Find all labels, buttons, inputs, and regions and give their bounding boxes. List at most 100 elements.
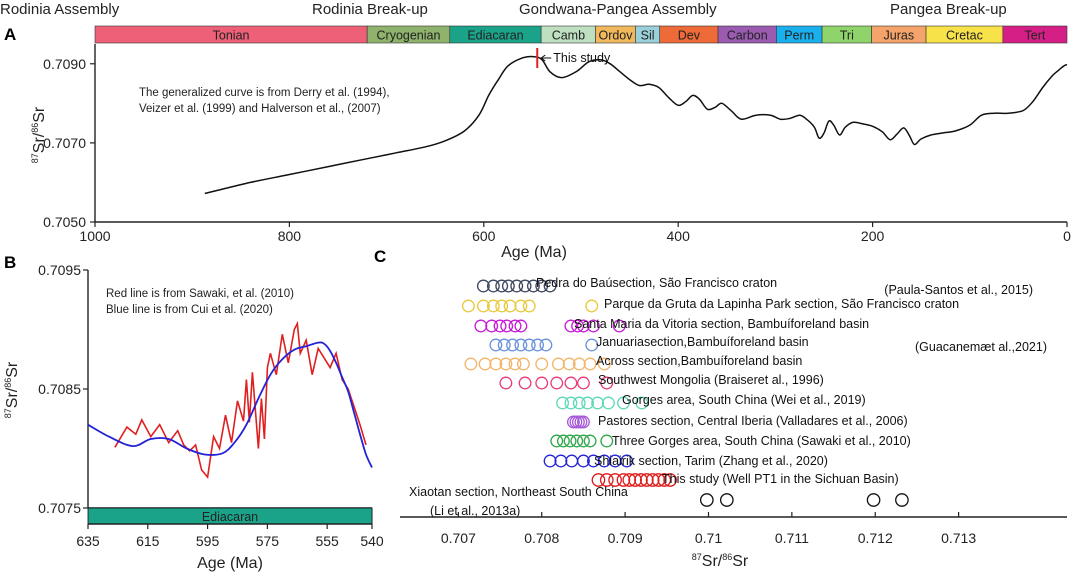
chart-c-row-across-section-bambu-foreland-basin: Across section,Bambuíforeland basin: [464, 354, 802, 371]
period-label-tri: Tri: [840, 29, 854, 43]
chart-c-row-label: Shiairik section, Tarim (Zhang et al., 2…: [594, 454, 828, 468]
chart-c-point: [866, 493, 881, 507]
chart-c-row-pastores-section-central-iberia-valladar: Pastores section, Central Iberia (Vallad…: [566, 414, 908, 429]
chart-c-point: [476, 299, 490, 313]
chart-a-y-axis-title: 87Sr/86Sr: [30, 106, 48, 163]
chart-c-point: [608, 473, 622, 487]
period-label-juras: Juras: [884, 29, 915, 43]
chart-c-x-tick-label: 0.707: [441, 530, 476, 546]
chart-c-point: [461, 299, 475, 313]
heading-pangea-breakup: Pangea Break-up: [890, 1, 1007, 18]
chart-c-point: [571, 319, 585, 333]
chart-c-point: [556, 396, 570, 410]
chart-b-x-tick-label: 555: [315, 533, 339, 549]
chart-c-point: [635, 396, 649, 410]
chart-c-row-three-gorges-area-south-china-sawaki-et-: Three Gorges area, South China (Sawaki e…: [550, 434, 911, 448]
this-study-marker-label: This study: [553, 51, 611, 65]
chart-a: Tonian Cryogenian Ediacaran Camb Ordov Sil Dev…: [30, 25, 1071, 261]
chart-c-point: [508, 357, 522, 371]
chart-a-note-line-1: The generalized curve is from Derry et a…: [139, 87, 390, 99]
chart-c-point: [583, 357, 597, 371]
heading-rodinia-breakup: Rodinia Break-up: [312, 1, 428, 18]
chart-c-point: [639, 473, 654, 487]
chart-b-y-tick-label: 0.7075: [38, 500, 81, 516]
chart-c-x-ticks: 0.707 0.708 0.709 0.71 0.711 0.712 0.713: [441, 512, 976, 546]
sawaki-2010-series-line: [114, 320, 367, 479]
panel-label-b: B: [4, 253, 16, 272]
chart-c-row-label: Gorges area, South China (Wei et al., 20…: [622, 393, 866, 407]
chart-c-point: [581, 396, 595, 410]
chart-c-point: [616, 473, 631, 487]
chart-c-point: [616, 396, 630, 410]
chart-c-point: [526, 279, 540, 293]
chart-c-point: [576, 434, 590, 448]
chart-c-x-tick-label: 0.709: [608, 530, 643, 546]
panel-label-c: C: [374, 247, 386, 266]
period-label-ordov: Ordov: [598, 29, 633, 43]
chart-c-rows: Pedra do Baúsection, São Francisco crato…: [409, 276, 1047, 518]
chart-c-point: [514, 319, 528, 333]
geologic-period-bar: Tonian Cryogenian Ediacaran Camb Ordov Sil Dev…: [94, 25, 1068, 44]
chart-c-x-axis-title: 87Sr/86Sr: [692, 552, 749, 570]
chart-c-row-januariasection-bambu-foreland-basin: Januariasection,Bambuíforeland basin (Gua…: [489, 335, 1047, 354]
chart-c-point: [597, 454, 611, 468]
chart-c-x-tick-label: 0.71: [695, 530, 722, 546]
chart-b-y-tick-label: 0.7085: [38, 381, 81, 397]
chart-c-point: [565, 454, 579, 468]
chart-c-point: [550, 376, 564, 390]
chart-c-row-shiairik-section-tarim-zhang-et-al-2020: Shiairik section, Tarim (Zhang et al., 2…: [543, 454, 828, 468]
chart-a-y-tick-label: 0.7070: [43, 135, 86, 151]
period-label-dev: Dev: [678, 29, 701, 43]
chart-c-point: [518, 279, 532, 293]
chart-c-point: [576, 376, 590, 390]
chart-a-y-ticks: 0.7050 0.7070 0.7090: [43, 56, 95, 230]
chart-c-point: [495, 279, 509, 293]
period-label-tert: Tert: [1025, 29, 1046, 43]
chart-c-point: [514, 338, 528, 352]
chart-c-point: [663, 473, 677, 487]
chart-a-x-tick-label: 0: [1063, 228, 1071, 244]
chart-c-point: [464, 357, 478, 371]
chart-c-point: [572, 396, 586, 410]
chart-c-point: [554, 454, 568, 468]
chart-c-point: [570, 434, 584, 448]
chart-b-x-ticks: 635 615 595 575 555 540: [76, 524, 384, 549]
chart-c: 0.707 0.708 0.709 0.71 0.711 0.712 0.713 Pedra…: [400, 276, 1067, 570]
chart-c-point: [535, 376, 549, 390]
chart-c-point: [476, 279, 490, 293]
chart-c-point: [486, 299, 500, 313]
chart-c-point: [518, 376, 532, 390]
chart-b-x-tick-label: 595: [196, 533, 220, 549]
chart-c-point: [503, 299, 517, 313]
chart-c-point: [628, 473, 642, 487]
chart-c-point: [539, 338, 553, 352]
chart-c-point: [651, 473, 666, 487]
chart-c-point: [501, 279, 515, 293]
chart-c-point: [535, 357, 549, 371]
chart-b-x-tick-label: 615: [136, 533, 160, 549]
chart-c-point: [514, 299, 528, 313]
chart-c-point: [719, 493, 734, 507]
chart-c-point: [583, 434, 597, 448]
chart-c-row-pedra-do-ba-section-s-o-francisco-craton: Pedra do Baúsection, São Francisco crato…: [476, 276, 1033, 297]
chart-c-point: [516, 357, 530, 371]
chart-c-point: [486, 279, 500, 293]
period-label-perm: Perm: [784, 29, 814, 43]
chart-c-row-parque-da-gruta-da-lapinha-park-section-: Parque da Gruta da Lapinha Park section,…: [461, 297, 959, 313]
chart-c-row-label: Across section,Bambuíforeland basin: [596, 354, 802, 368]
chart-c-point: [543, 454, 557, 468]
period-label-ediacaran: Ediacaran: [467, 29, 523, 43]
chart-c-row-label: Januariasection,Bambuíforeland basin: [596, 335, 809, 349]
chart-c-point: [499, 376, 513, 390]
period-tert: [1002, 25, 1068, 44]
chart-c-point: [699, 493, 714, 507]
chart-c-point: [474, 319, 488, 333]
chart-a-x-tick-label: 200: [861, 228, 885, 244]
chart-c-point: [585, 338, 599, 352]
chart-c-point: [564, 376, 578, 390]
chart-c-point: [576, 319, 590, 333]
chart-c-point: [586, 454, 600, 468]
chart-b-y-axis-title: 87Sr/86Sr: [3, 361, 21, 418]
chart-c-point: [645, 473, 660, 487]
chart-c-point: [563, 434, 577, 448]
